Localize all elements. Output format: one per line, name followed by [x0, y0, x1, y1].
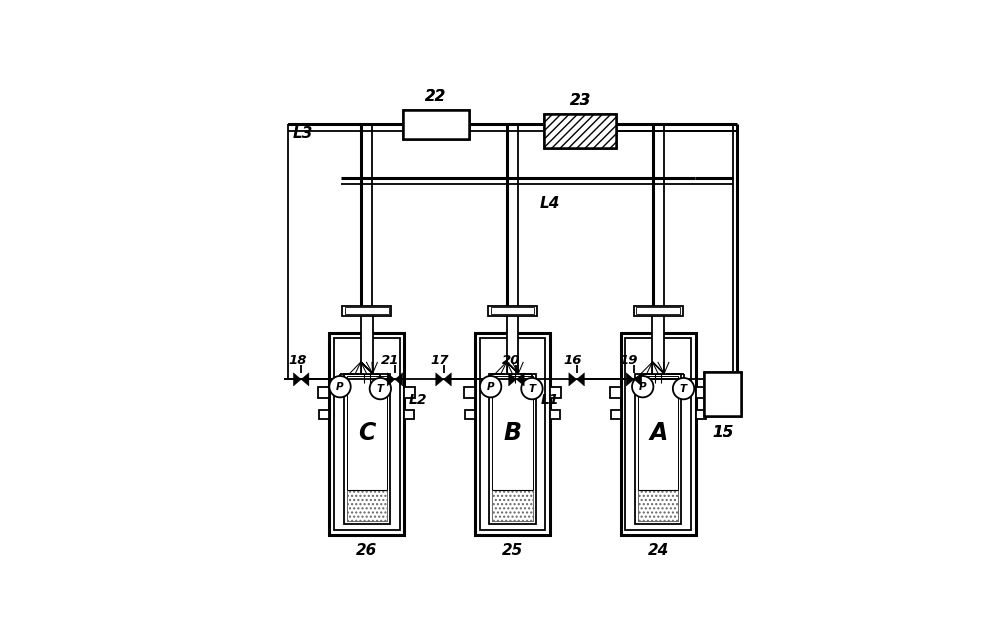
Bar [611, 410, 621, 419]
Text: 19: 19 [620, 354, 638, 367]
Polygon shape [516, 373, 524, 386]
Bar [318, 387, 329, 398]
Bar [492, 377, 533, 521]
Bar [544, 114, 616, 148]
Bar [347, 490, 387, 521]
Text: A: A [649, 421, 667, 445]
Text: B: B [504, 421, 522, 445]
Text: P: P [336, 382, 344, 392]
Bar [404, 387, 415, 398]
Circle shape [370, 378, 391, 399]
Text: 17: 17 [430, 354, 449, 367]
Bar [704, 372, 741, 416]
Bar [489, 374, 536, 524]
Bar [703, 370, 742, 417]
Text: 18: 18 [288, 354, 307, 367]
Circle shape [521, 378, 543, 399]
Bar [638, 490, 678, 521]
Bar [507, 310, 518, 374]
Text: C: C [358, 421, 375, 445]
Bar [342, 305, 391, 316]
Bar [329, 333, 404, 535]
Polygon shape [444, 373, 451, 386]
Text: 15: 15 [712, 425, 733, 440]
Bar [610, 387, 621, 398]
Circle shape [632, 376, 653, 398]
Text: P: P [639, 382, 647, 392]
Text: 16: 16 [563, 354, 582, 367]
Bar [404, 410, 414, 419]
Bar [465, 410, 475, 419]
Polygon shape [569, 373, 577, 386]
Bar [344, 374, 390, 524]
Bar [543, 112, 617, 149]
Bar [492, 490, 533, 521]
Polygon shape [395, 373, 403, 386]
Text: 23: 23 [569, 93, 591, 108]
Bar [475, 333, 550, 535]
Bar [652, 310, 664, 374]
Text: T: T [528, 384, 535, 394]
Bar [696, 410, 706, 419]
Bar [480, 338, 545, 530]
Polygon shape [634, 373, 642, 386]
Text: T: T [377, 384, 384, 394]
Bar [635, 374, 681, 524]
Text: T: T [680, 384, 687, 394]
Bar [544, 114, 616, 148]
Text: 23: 23 [569, 93, 591, 108]
Text: 22: 22 [425, 89, 447, 104]
Text: 26: 26 [356, 543, 377, 558]
Polygon shape [577, 373, 584, 386]
Bar [464, 387, 475, 398]
Bar [634, 305, 683, 316]
Text: L2: L2 [409, 393, 427, 407]
Polygon shape [301, 373, 309, 386]
Bar [402, 109, 470, 140]
Bar [696, 387, 707, 398]
Text: 24: 24 [648, 543, 669, 558]
Circle shape [329, 376, 351, 398]
Bar [638, 377, 678, 521]
Bar [704, 372, 741, 416]
Polygon shape [293, 373, 301, 386]
Polygon shape [436, 373, 444, 386]
Bar [319, 410, 329, 419]
Circle shape [480, 376, 501, 398]
Text: 15: 15 [712, 425, 733, 440]
Bar [621, 333, 696, 535]
Bar [345, 307, 389, 314]
Bar [550, 410, 560, 419]
Bar [403, 110, 469, 139]
Text: 22: 22 [425, 89, 447, 104]
Text: P: P [487, 382, 494, 392]
Bar [334, 338, 400, 530]
Text: 20: 20 [502, 354, 521, 367]
Text: 25: 25 [502, 543, 523, 558]
Bar [361, 310, 373, 374]
Polygon shape [509, 373, 516, 386]
Text: 21: 21 [381, 354, 399, 367]
Bar [403, 110, 469, 139]
Bar [488, 305, 537, 316]
Polygon shape [387, 373, 395, 386]
Text: L4: L4 [539, 196, 560, 211]
Bar [347, 377, 387, 521]
Bar [491, 307, 534, 314]
Text: L1: L1 [541, 393, 560, 407]
Circle shape [673, 378, 694, 399]
Polygon shape [626, 373, 634, 386]
Bar [550, 387, 561, 398]
Bar [625, 338, 691, 530]
Text: L3: L3 [293, 126, 313, 141]
Bar [636, 307, 680, 314]
